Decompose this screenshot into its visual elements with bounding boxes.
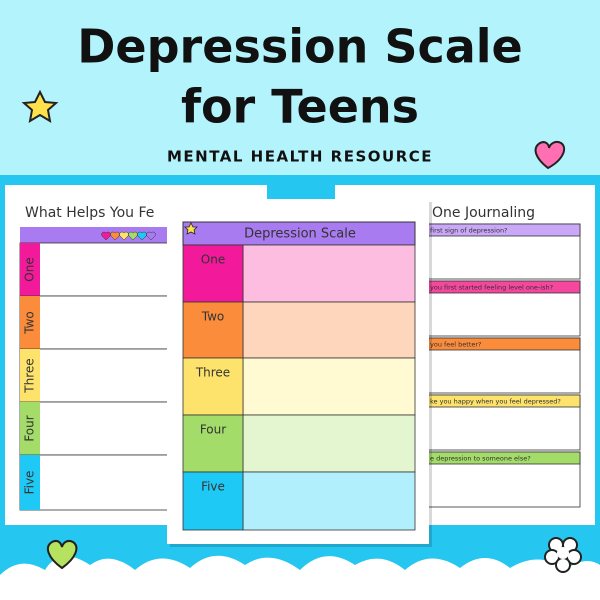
row-cell xyxy=(242,357,416,416)
row-cell xyxy=(242,301,416,359)
row-label: Five xyxy=(201,480,225,494)
star-icon xyxy=(21,89,59,123)
prompt-text: first sign of depression? xyxy=(430,227,508,235)
subtitle: MENTAL HEALTH RESOURCE xyxy=(167,148,433,166)
row-cell xyxy=(242,471,416,531)
header-band xyxy=(0,0,600,175)
row-label-cell xyxy=(182,357,244,416)
row-label: Four xyxy=(200,423,226,437)
row-label-cell xyxy=(20,455,40,510)
page-title: One Journaling xyxy=(432,205,535,221)
row-label-cell xyxy=(20,243,40,296)
row-label: One xyxy=(201,253,225,267)
clouds xyxy=(0,555,600,600)
heart-icon xyxy=(46,539,78,570)
row-label: Two xyxy=(201,310,225,324)
row-label: Three xyxy=(23,358,37,393)
center-page: Depression Scale One Two Three Four Five xyxy=(167,199,432,547)
star-icon xyxy=(184,222,198,235)
row-label: Four xyxy=(23,415,37,441)
row-label: One xyxy=(23,257,37,281)
row-label: Two xyxy=(23,311,37,335)
prompt-text: ke you happy when you feel depressed? xyxy=(430,398,561,406)
row-label-cell xyxy=(182,301,244,359)
row-label-cell xyxy=(182,244,244,303)
row-label: Five xyxy=(23,471,37,495)
row-label: Three xyxy=(195,366,230,380)
row-label-cell xyxy=(182,471,244,531)
row-label-cell xyxy=(20,296,40,349)
flower-icon xyxy=(544,537,582,573)
page-title: What Helps You Fe xyxy=(25,205,154,221)
prompt-text: you feel better? xyxy=(430,341,482,349)
row-label-cell xyxy=(20,402,40,455)
row-label-cell xyxy=(20,349,40,402)
title-line: for Teens xyxy=(181,80,419,134)
table-title: Depression Scale xyxy=(244,227,356,242)
prompt-text: you first started feeling level one-ish? xyxy=(430,284,553,292)
prompt-text: e depression to someone else? xyxy=(430,455,531,463)
row-cell xyxy=(242,244,416,303)
title-line: Depression Scale xyxy=(77,20,523,74)
heart-icon xyxy=(534,140,566,170)
row-cell xyxy=(242,414,416,473)
heart-icon xyxy=(146,231,156,241)
